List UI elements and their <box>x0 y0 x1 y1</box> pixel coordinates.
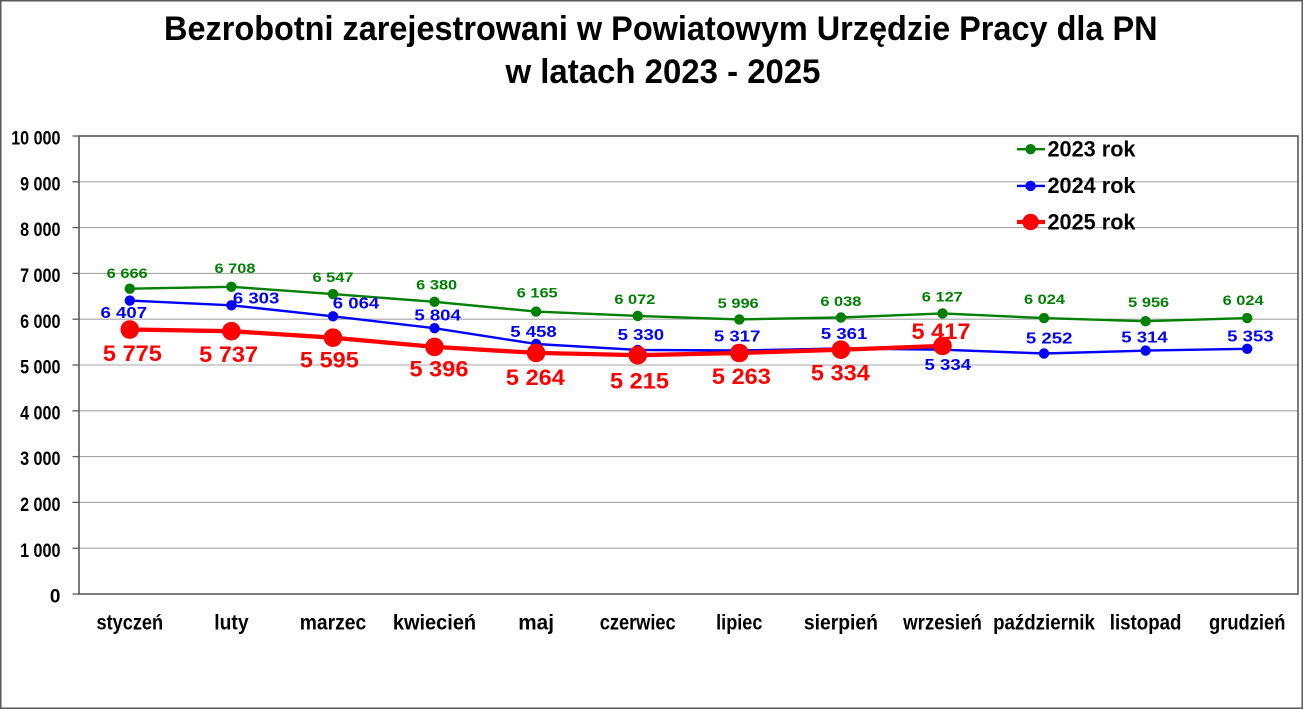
svg-text:5 330: 5 330 <box>618 327 665 344</box>
svg-text:4 000: 4 000 <box>20 403 60 424</box>
svg-text:10 000: 10 000 <box>11 129 60 150</box>
svg-text:5 361: 5 361 <box>821 326 868 343</box>
svg-text:marzec: marzec <box>300 612 367 635</box>
svg-text:kwiecień: kwiecień <box>393 612 476 635</box>
svg-text:9 000: 9 000 <box>20 174 60 195</box>
svg-text:6 165: 6 165 <box>517 285 558 301</box>
svg-text:listopad: listopad <box>1110 612 1182 635</box>
svg-text:5 458: 5 458 <box>510 324 557 341</box>
svg-text:8 000: 8 000 <box>20 220 60 241</box>
svg-text:6 380: 6 380 <box>416 277 457 293</box>
svg-text:6 547: 6 547 <box>313 269 354 285</box>
svg-text:5 252: 5 252 <box>1026 331 1073 348</box>
svg-text:czerwiec: czerwiec <box>600 612 676 635</box>
svg-text:6 407: 6 407 <box>101 305 148 322</box>
svg-text:6 038: 6 038 <box>820 293 861 309</box>
svg-text:5 317: 5 317 <box>714 329 761 346</box>
svg-text:Bezrobotni zarejestrowani w Po: Bezrobotni zarejestrowani w Powiatowym U… <box>164 10 1158 48</box>
svg-text:5 775: 5 775 <box>103 341 162 366</box>
svg-text:październik: październik <box>993 612 1095 635</box>
svg-text:2024 rok: 2024 rok <box>1048 173 1137 198</box>
svg-text:luty: luty <box>214 612 249 635</box>
svg-text:5 000: 5 000 <box>20 358 60 379</box>
svg-text:1 000: 1 000 <box>20 541 60 562</box>
svg-text:maj: maj <box>518 612 554 635</box>
svg-text:0: 0 <box>50 587 61 608</box>
svg-text:5 396: 5 396 <box>410 357 469 382</box>
svg-text:5 334: 5 334 <box>925 357 972 374</box>
svg-text:5 264: 5 264 <box>506 365 565 390</box>
svg-text:2025 rok: 2025 rok <box>1048 209 1137 234</box>
svg-text:6 666: 6 666 <box>107 265 148 281</box>
svg-text:sierpień: sierpień <box>804 612 878 635</box>
svg-text:6 024: 6 024 <box>1223 292 1264 308</box>
svg-text:5 353: 5 353 <box>1227 329 1274 346</box>
svg-text:6 072: 6 072 <box>614 291 655 307</box>
svg-text:5 804: 5 804 <box>414 308 461 325</box>
svg-text:6 000: 6 000 <box>20 312 60 333</box>
svg-text:grudzień: grudzień <box>1209 612 1285 635</box>
svg-text:w latach 2023 - 2025: w latach 2023 - 2025 <box>505 53 821 91</box>
svg-text:6 127: 6 127 <box>922 288 963 304</box>
svg-text:6 064: 6 064 <box>333 296 380 313</box>
svg-text:wrzesień: wrzesień <box>902 612 982 635</box>
svg-text:5 215: 5 215 <box>610 369 669 394</box>
svg-text:2 000: 2 000 <box>20 495 60 516</box>
svg-text:6 708: 6 708 <box>215 260 256 276</box>
svg-text:6 024: 6 024 <box>1024 291 1065 307</box>
svg-text:5 956: 5 956 <box>1128 294 1169 310</box>
svg-text:5 737: 5 737 <box>199 342 258 367</box>
svg-text:5 996: 5 996 <box>718 295 759 311</box>
svg-text:7 000: 7 000 <box>20 266 60 287</box>
svg-text:5 595: 5 595 <box>300 347 359 372</box>
svg-text:3 000: 3 000 <box>20 449 60 470</box>
svg-text:6 303: 6 303 <box>233 290 280 307</box>
svg-text:5 417: 5 417 <box>912 319 971 344</box>
svg-text:5 314: 5 314 <box>1121 330 1168 347</box>
svg-text:2023 rok: 2023 rok <box>1048 136 1137 161</box>
svg-text:5 263: 5 263 <box>712 364 771 389</box>
svg-text:styczeń: styczeń <box>97 612 164 635</box>
svg-text:lipiec: lipiec <box>716 612 763 635</box>
svg-text:5 334: 5 334 <box>811 360 870 385</box>
